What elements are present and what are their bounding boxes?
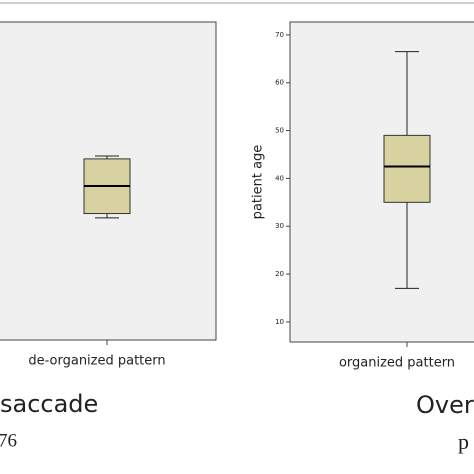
plot-area: [289, 21, 474, 343]
caption: Over: [416, 391, 474, 419]
y-tick-label: 20: [275, 270, 284, 278]
caption: p: [458, 429, 469, 454]
y-tick-label: 10: [275, 318, 284, 326]
x-tick-label: organized pattern: [339, 356, 455, 371]
y-tick-label: 50: [275, 127, 284, 135]
caption: saccade: [0, 390, 98, 418]
y-axis-label: patient age: [251, 145, 266, 220]
box: [383, 134, 431, 203]
y-tick-label: 60: [275, 79, 284, 87]
caption: 76: [0, 430, 17, 451]
x-tick-label: de-organized pattern: [28, 354, 165, 369]
y-tick-label: 40: [275, 174, 284, 182]
y-tick-label: 70: [275, 31, 284, 39]
y-tick-label: 30: [275, 222, 284, 230]
